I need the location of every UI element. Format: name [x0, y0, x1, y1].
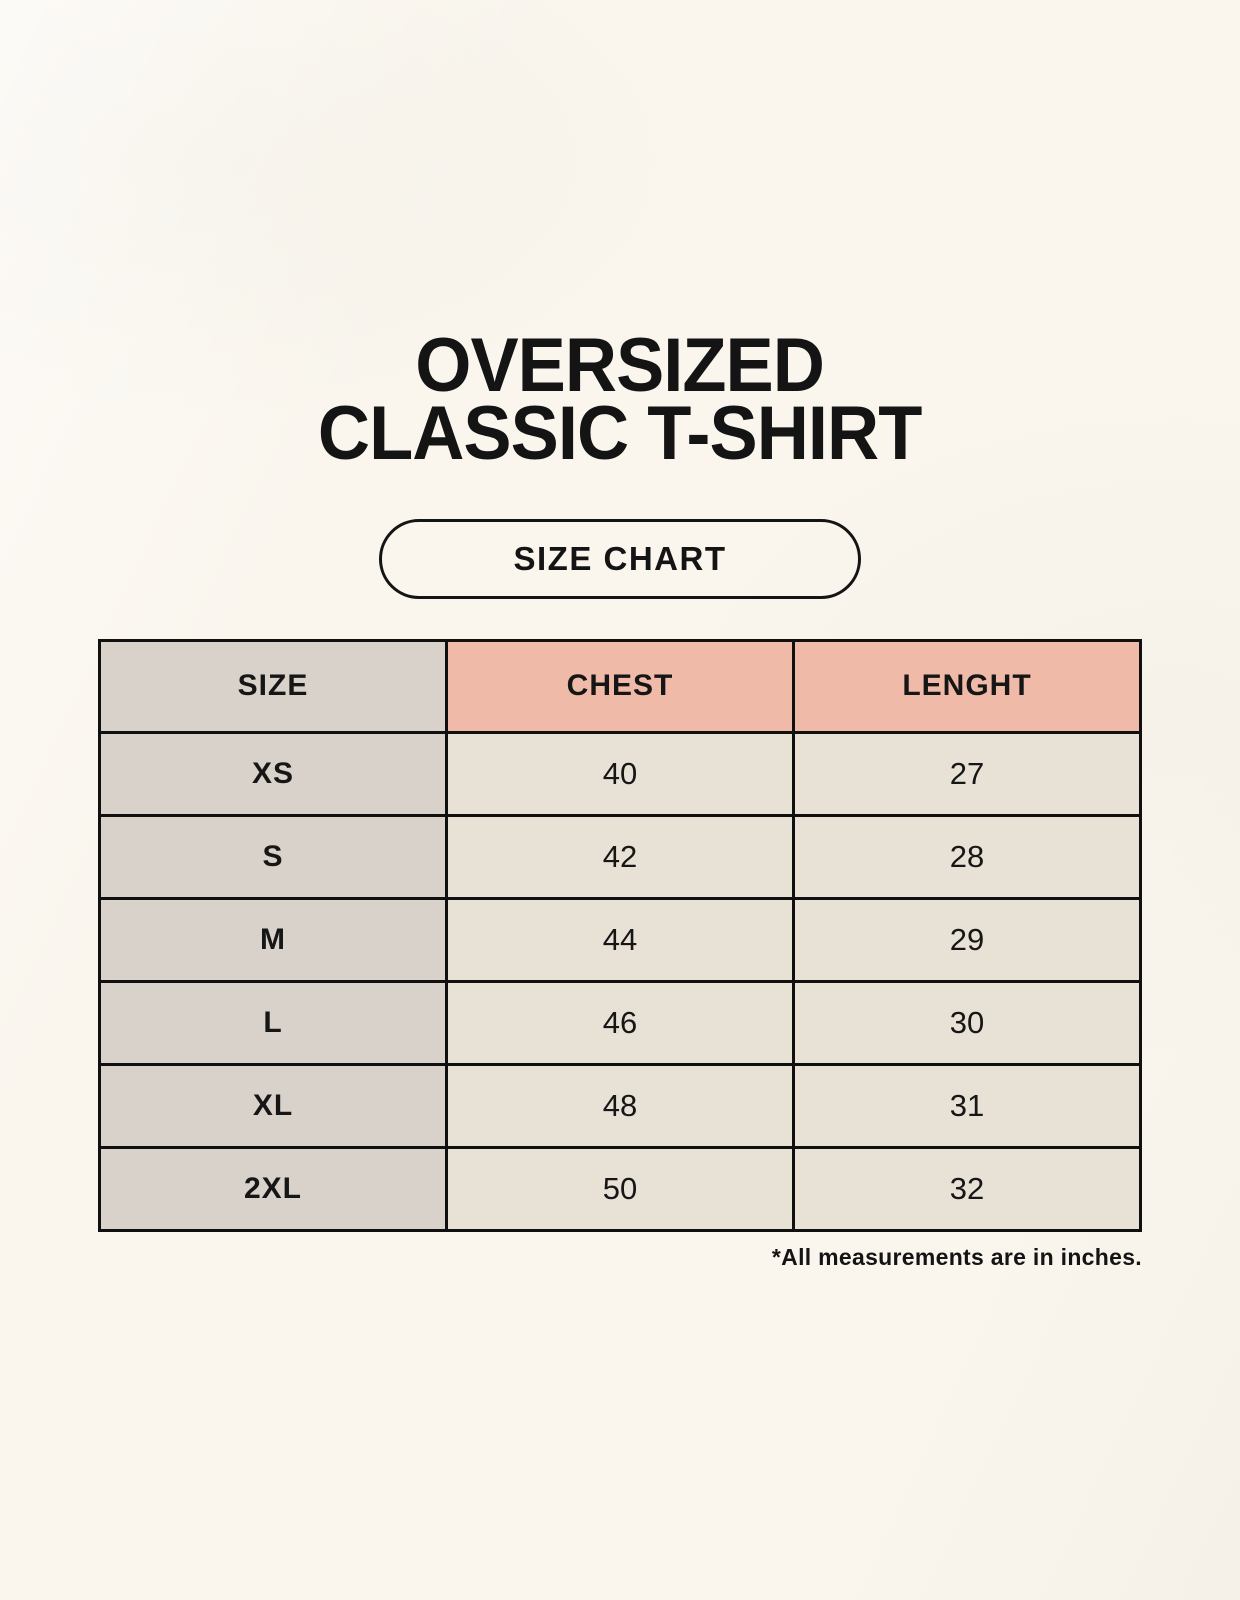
table-row: XS 40 27: [98, 730, 1142, 817]
column-header-size: SIZE: [98, 638, 448, 734]
table-cell-length: 29: [792, 896, 1142, 983]
table-row: 2XL 50 32: [98, 1145, 1142, 1232]
table-cell-size: XS: [98, 730, 448, 817]
size-chart-table: SIZE CHEST LENGHT XS 40 27 S 42 28 M 44 …: [98, 638, 1142, 1232]
title-line-1: OVERSIZED: [415, 323, 826, 408]
table-cell-length: 28: [792, 813, 1142, 900]
table-cell-length: 30: [792, 979, 1142, 1066]
column-header-length: LENGHT: [792, 638, 1142, 734]
table-cell-length: 32: [792, 1145, 1142, 1232]
table-row: M 44 29: [98, 896, 1142, 983]
table-cell-chest: 48: [445, 1062, 795, 1149]
column-header-chest: CHEST: [445, 638, 795, 734]
table-cell-length: 31: [792, 1062, 1142, 1149]
table-cell-size: XL: [98, 1062, 448, 1149]
table-cell-size: 2XL: [98, 1145, 448, 1232]
size-chart-button-label: SIZE CHART: [513, 539, 727, 577]
table-row: L 46 30: [98, 979, 1142, 1066]
size-chart-button[interactable]: SIZE CHART: [379, 518, 861, 599]
table-cell-chest: 44: [445, 896, 795, 983]
table-cell-size: S: [98, 813, 448, 900]
page-title: OVERSIZED CLASSIC T-SHIRT: [318, 323, 922, 477]
table-row: XL 48 31: [98, 1062, 1142, 1149]
table-cell-chest: 40: [445, 730, 795, 817]
table-header-row: SIZE CHEST LENGHT: [98, 638, 1142, 734]
table-cell-size: M: [98, 896, 448, 983]
table-cell-chest: 46: [445, 979, 795, 1066]
table-cell-chest: 50: [445, 1145, 795, 1232]
table-cell-length: 27: [792, 730, 1142, 817]
measurements-footnote: *All measurements are in inches.: [771, 1243, 1142, 1270]
table-cell-chest: 42: [445, 813, 795, 900]
table-cell-size: L: [98, 979, 448, 1066]
table-row: S 42 28: [98, 813, 1142, 900]
title-line-2: CLASSIC T-SHIRT: [318, 391, 922, 477]
